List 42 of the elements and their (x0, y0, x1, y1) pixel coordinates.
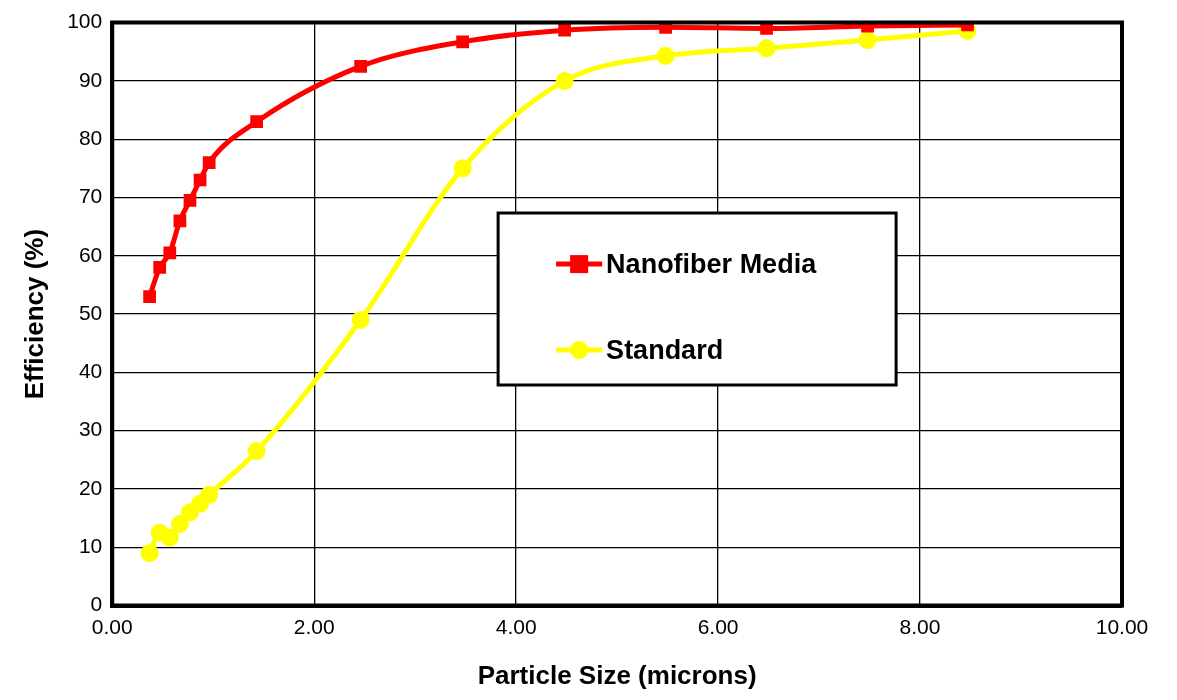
y-tick-label: 10 (78, 534, 103, 558)
point (453, 159, 472, 178)
y-tick-label: 0 (90, 592, 103, 616)
point (173, 214, 187, 228)
x-axis-title: Particle Size (microns) (477, 659, 757, 690)
point (200, 485, 219, 504)
point (163, 246, 177, 260)
y-tick-label: 40 (78, 359, 103, 383)
point (757, 39, 776, 58)
x-tick-label: 4.00 (495, 615, 537, 638)
x-tick-label: 2.00 (293, 615, 335, 638)
point (656, 46, 675, 65)
point (170, 514, 189, 533)
point (354, 59, 367, 73)
y-axis-title: Efficiency (%) (18, 228, 49, 400)
x-tick-label: 10.00 (1095, 615, 1149, 638)
x-tick-label: 6.00 (697, 615, 739, 638)
y-tick-label: 80 (78, 126, 103, 149)
point (250, 115, 263, 129)
point (183, 194, 197, 207)
x-tick-label: 8.00 (899, 615, 941, 638)
legend-label: Standard (606, 334, 724, 365)
y-tick-label: 30 (78, 417, 103, 441)
y-tick-label: 100 (67, 9, 103, 33)
y-tick-label: 70 (78, 184, 103, 208)
y-tick-label: 50 (78, 300, 103, 324)
point (555, 71, 574, 90)
point (143, 290, 156, 303)
point (153, 261, 167, 274)
y-tick-label: 90 (78, 67, 103, 91)
point (247, 442, 266, 461)
point (202, 156, 216, 169)
point (351, 310, 370, 329)
point (140, 544, 159, 563)
point (456, 35, 469, 49)
point (858, 31, 877, 50)
x-tick-label: 0.00 (91, 615, 133, 638)
point (558, 23, 571, 37)
point (160, 528, 179, 547)
y-tick-label: 60 (78, 242, 103, 266)
y-tick-label: 20 (78, 475, 103, 499)
legend-label: Nanofiber Media (606, 248, 818, 279)
